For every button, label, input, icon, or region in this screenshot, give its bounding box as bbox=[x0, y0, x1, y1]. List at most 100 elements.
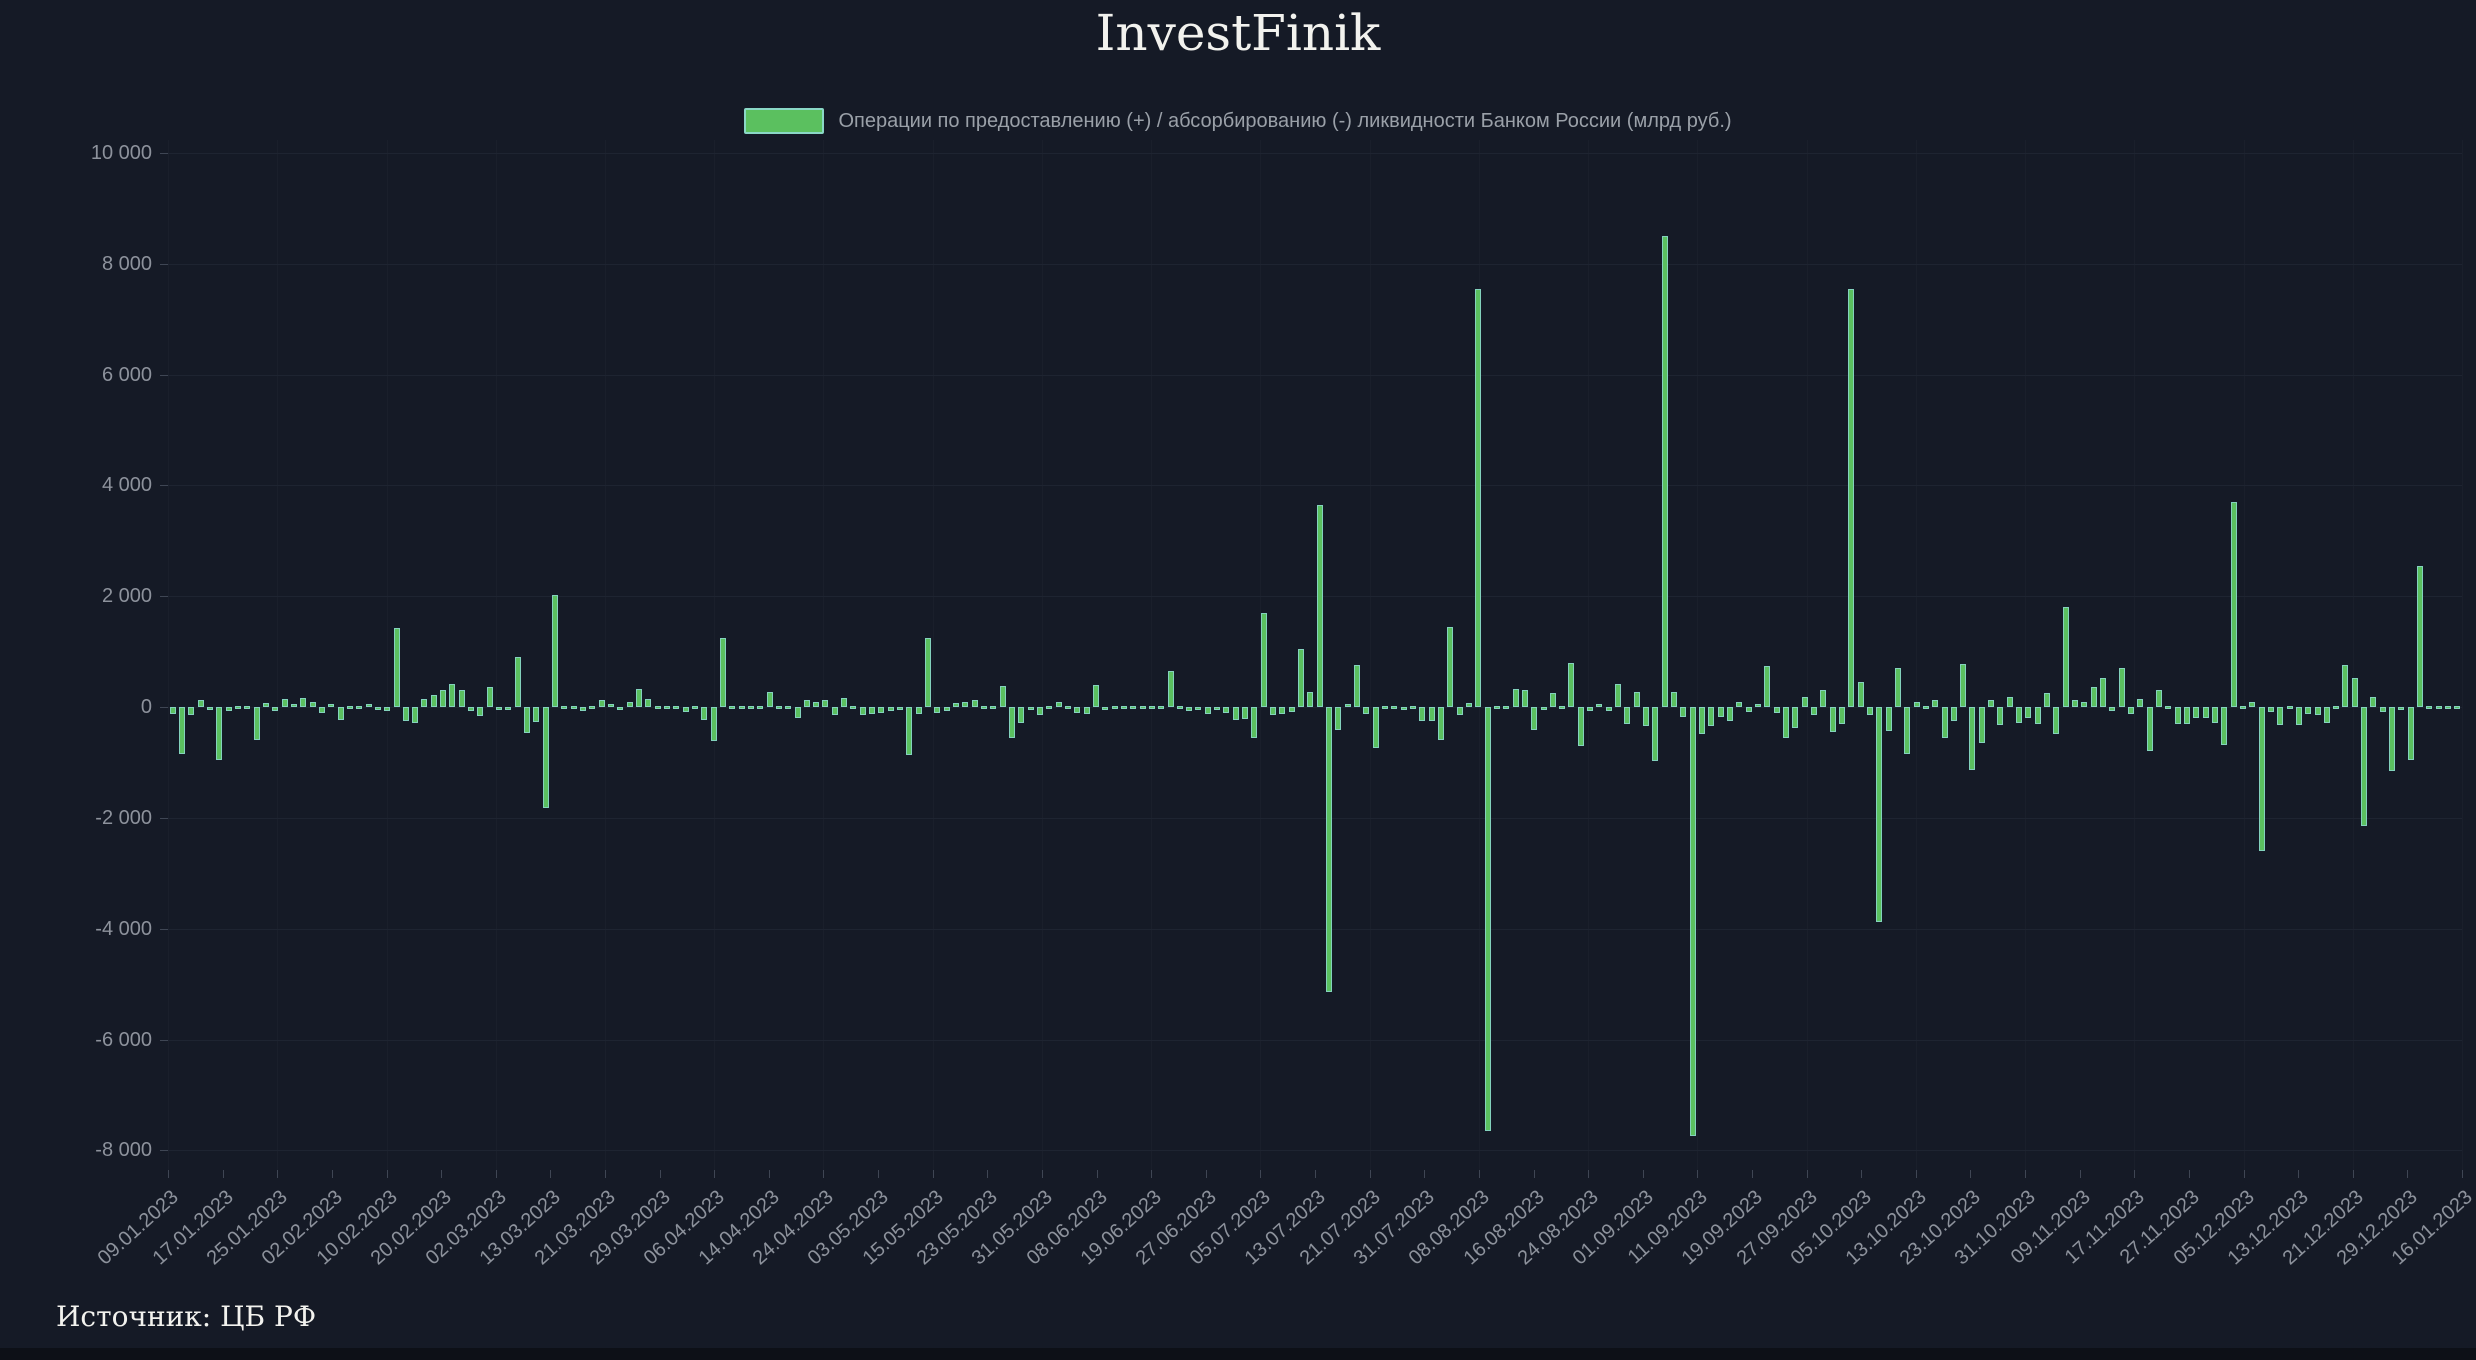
bar[interactable] bbox=[1055, 702, 1062, 707]
bar[interactable] bbox=[859, 707, 866, 716]
bar[interactable] bbox=[1736, 701, 1743, 707]
bar[interactable] bbox=[1148, 705, 1155, 709]
bar[interactable] bbox=[1493, 705, 1500, 709]
bar[interactable] bbox=[999, 686, 1006, 708]
bar[interactable] bbox=[1587, 707, 1594, 712]
bar[interactable] bbox=[2361, 707, 2368, 827]
bar[interactable] bbox=[1036, 707, 1043, 716]
bar[interactable] bbox=[2174, 707, 2181, 724]
bar[interactable] bbox=[1158, 705, 1165, 709]
bar[interactable] bbox=[850, 705, 857, 709]
bar[interactable] bbox=[887, 707, 894, 712]
bar[interactable] bbox=[2333, 705, 2340, 709]
bar[interactable] bbox=[878, 707, 885, 713]
bar[interactable] bbox=[1615, 683, 1622, 707]
bar[interactable] bbox=[915, 707, 922, 714]
bar[interactable] bbox=[281, 698, 288, 707]
bar[interactable] bbox=[1727, 707, 1733, 721]
bar[interactable] bbox=[953, 702, 959, 707]
bar[interactable] bbox=[1092, 684, 1099, 707]
bar[interactable] bbox=[1027, 707, 1034, 711]
bar[interactable] bbox=[897, 707, 903, 711]
bar[interactable] bbox=[216, 707, 223, 760]
bar[interactable] bbox=[1969, 707, 1976, 770]
bar[interactable] bbox=[1521, 690, 1528, 707]
bar[interactable] bbox=[2286, 705, 2293, 709]
bar[interactable] bbox=[1400, 707, 1407, 711]
bar[interactable] bbox=[1782, 707, 1789, 738]
bar[interactable] bbox=[2249, 702, 2256, 707]
bar[interactable] bbox=[2426, 705, 2433, 709]
bar[interactable] bbox=[2351, 678, 2358, 707]
bar[interactable] bbox=[1754, 703, 1761, 707]
bar[interactable] bbox=[1866, 707, 1873, 716]
bar[interactable] bbox=[1512, 689, 1519, 707]
bar[interactable] bbox=[1316, 504, 1323, 707]
bar[interactable] bbox=[309, 701, 316, 707]
bar[interactable] bbox=[710, 707, 717, 742]
bar[interactable] bbox=[430, 695, 437, 707]
bar[interactable] bbox=[654, 705, 661, 709]
bar[interactable] bbox=[1801, 697, 1808, 707]
bar[interactable] bbox=[1950, 707, 1957, 721]
bar[interactable] bbox=[2435, 705, 2442, 709]
bar[interactable] bbox=[925, 638, 931, 707]
bar[interactable] bbox=[318, 707, 325, 713]
legend-swatch-icon[interactable] bbox=[744, 108, 825, 134]
bar[interactable] bbox=[561, 705, 568, 709]
bar[interactable] bbox=[1904, 707, 1911, 755]
bar[interactable] bbox=[682, 707, 689, 712]
bar[interactable] bbox=[2025, 707, 2032, 719]
bar[interactable] bbox=[1381, 705, 1388, 709]
bar[interactable] bbox=[1978, 707, 1985, 743]
bar[interactable] bbox=[626, 702, 633, 707]
bar[interactable] bbox=[2155, 690, 2162, 707]
bar[interactable] bbox=[1260, 612, 1267, 707]
bar[interactable] bbox=[831, 707, 838, 715]
bar[interactable] bbox=[701, 707, 708, 720]
bar[interactable] bbox=[2389, 707, 2396, 771]
bar[interactable] bbox=[2044, 692, 2050, 707]
bar[interactable] bbox=[1242, 707, 1249, 720]
bar[interactable] bbox=[1540, 707, 1547, 711]
bar[interactable] bbox=[2118, 668, 2125, 707]
bar[interactable] bbox=[1652, 707, 1659, 762]
bar[interactable] bbox=[328, 703, 335, 707]
bar[interactable] bbox=[421, 698, 428, 707]
bar[interactable] bbox=[813, 702, 820, 707]
bar[interactable] bbox=[1391, 705, 1398, 709]
bar[interactable] bbox=[2239, 705, 2246, 709]
bar[interactable] bbox=[552, 595, 558, 708]
bar[interactable] bbox=[179, 707, 185, 755]
bar[interactable] bbox=[2277, 707, 2284, 726]
bar[interactable] bbox=[1363, 707, 1370, 714]
bar[interactable] bbox=[1932, 700, 1939, 708]
bar[interactable] bbox=[1251, 707, 1258, 738]
bar[interactable] bbox=[365, 704, 372, 707]
bar[interactable] bbox=[934, 707, 941, 713]
bar[interactable] bbox=[1186, 707, 1193, 712]
bar[interactable] bbox=[1111, 705, 1118, 709]
bar[interactable] bbox=[645, 698, 652, 707]
bar[interactable] bbox=[1008, 707, 1015, 738]
bar[interactable] bbox=[524, 707, 530, 734]
bar[interactable] bbox=[542, 707, 549, 809]
bar[interactable] bbox=[1671, 692, 1677, 708]
bar[interactable] bbox=[2165, 705, 2172, 709]
bar[interactable] bbox=[1484, 707, 1491, 1131]
bar[interactable] bbox=[2146, 707, 2153, 752]
bar[interactable] bbox=[412, 707, 419, 723]
bar[interactable] bbox=[1643, 707, 1649, 727]
bar[interactable] bbox=[1941, 707, 1948, 738]
bar[interactable] bbox=[2072, 700, 2078, 708]
bar[interactable] bbox=[346, 705, 353, 709]
bar[interactable] bbox=[2379, 707, 2386, 712]
bar[interactable] bbox=[1214, 707, 1221, 710]
bar[interactable] bbox=[2016, 707, 2023, 723]
bar[interactable] bbox=[869, 707, 876, 714]
bar[interactable] bbox=[244, 705, 251, 709]
bar[interactable] bbox=[1456, 707, 1463, 716]
bar[interactable] bbox=[570, 705, 577, 709]
bar[interactable] bbox=[1139, 705, 1146, 709]
bar[interactable] bbox=[589, 705, 596, 709]
